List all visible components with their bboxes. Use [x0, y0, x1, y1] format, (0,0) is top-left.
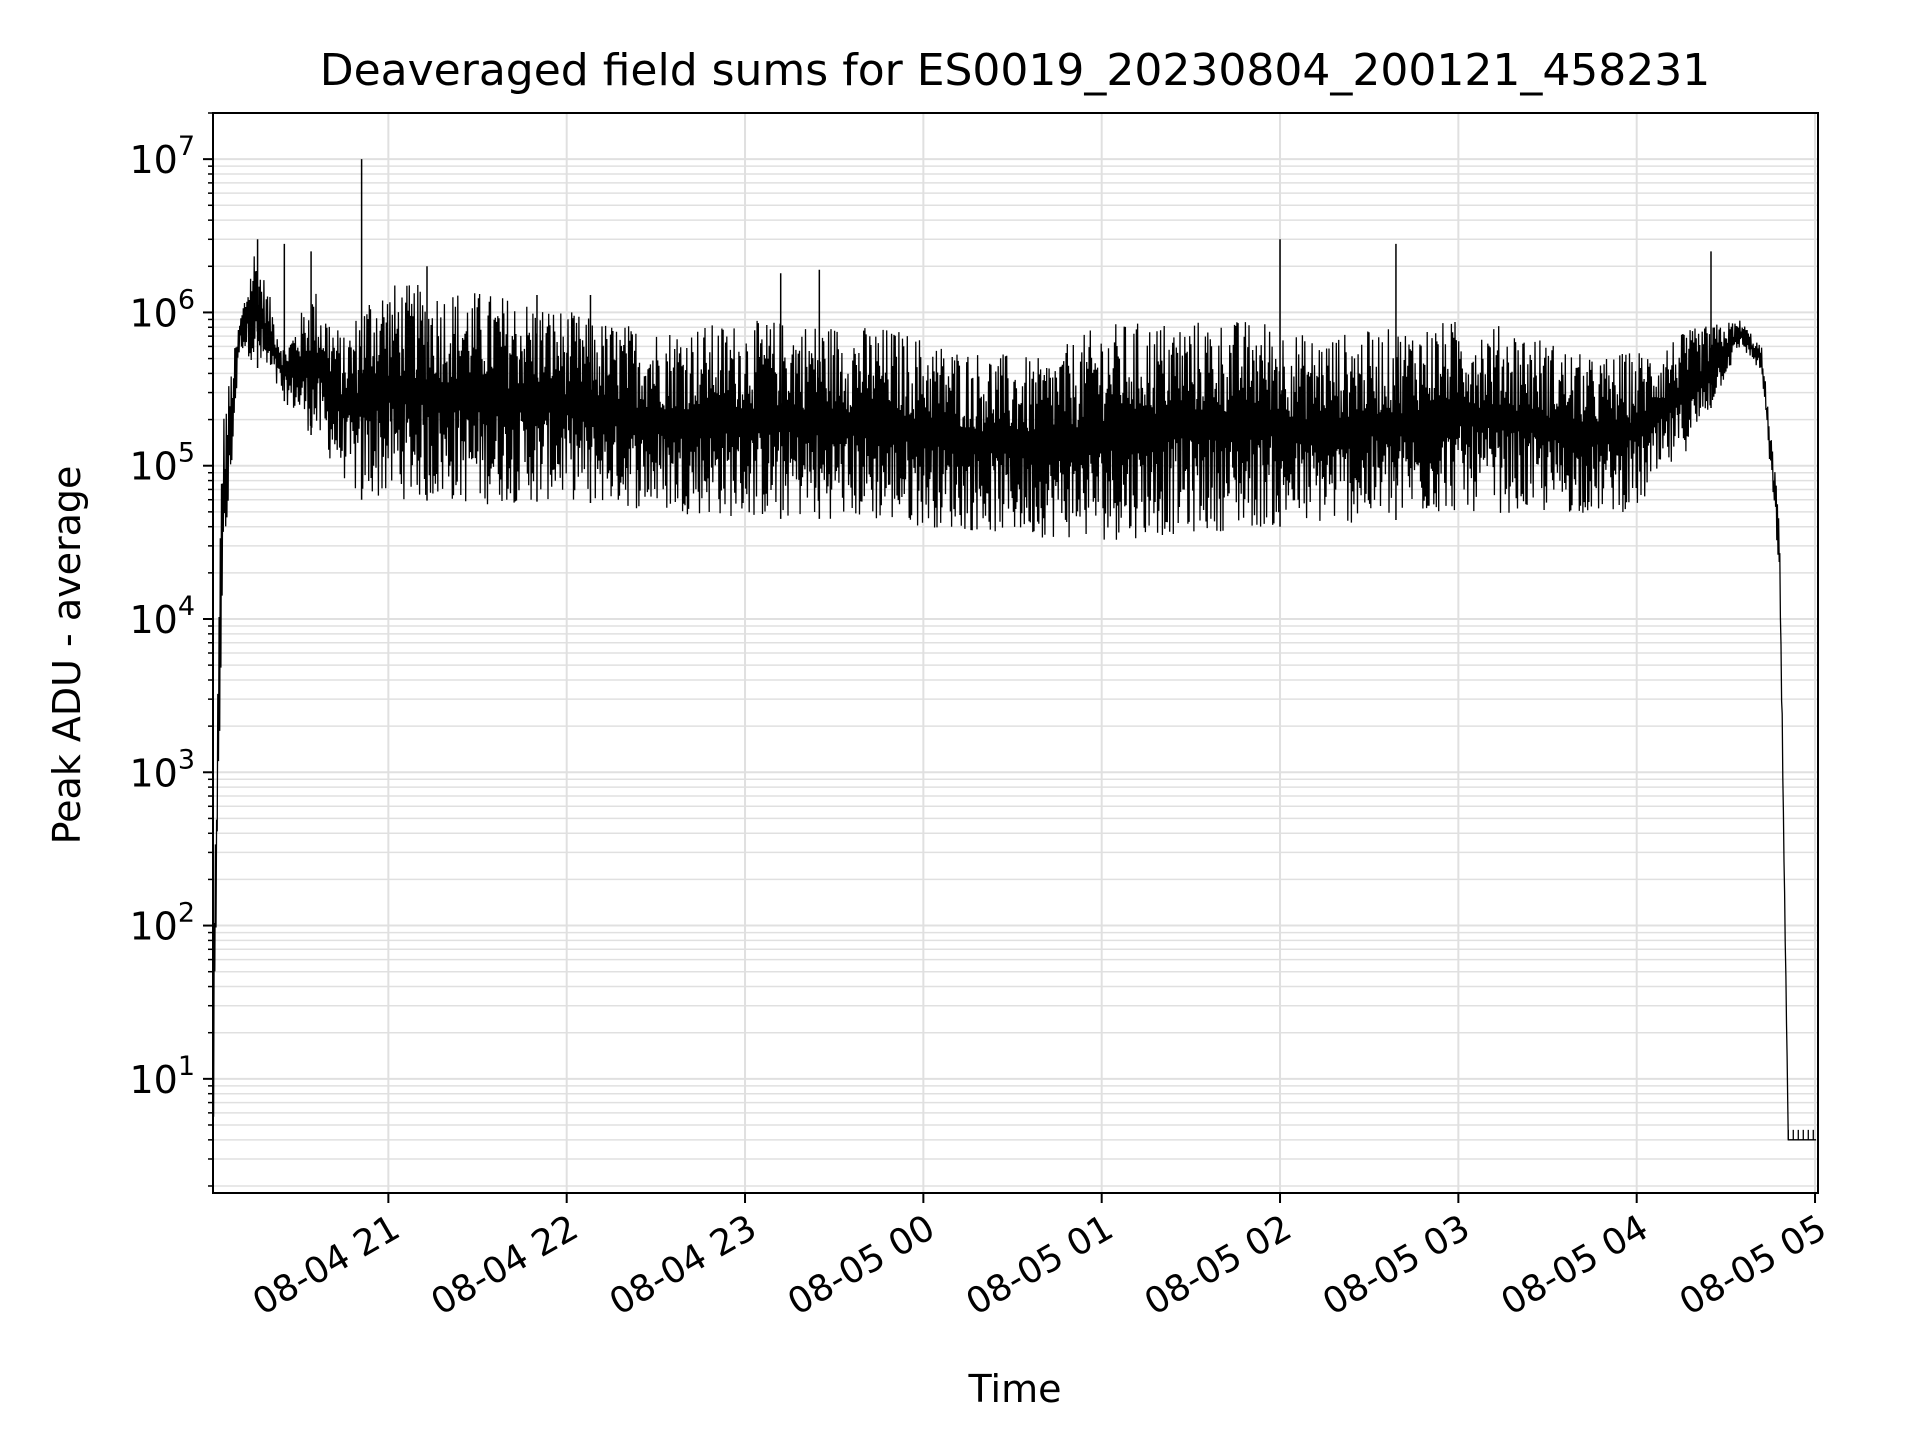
chart-title: Deaveraged field sums for ES0019_2023080…	[320, 45, 1711, 96]
y-axis: 101 102 103 104 105 106 107	[129, 112, 213, 1187]
y-tick-label: 101	[129, 1051, 195, 1102]
y-tick-label: 104	[129, 591, 195, 642]
y-tick-label: 103	[129, 744, 195, 795]
x-axis-label: Time	[968, 1367, 1062, 1411]
x-tick-label: 08-04 23	[603, 1207, 764, 1323]
x-tick-label: 08-05 05	[1673, 1207, 1834, 1323]
x-tick-label: 08-05 04	[1495, 1207, 1656, 1323]
y-axis-label: Peak ADU - average	[45, 466, 89, 845]
series-line	[212, 256, 1816, 1141]
x-tick-label: 08-05 00	[781, 1207, 942, 1323]
series-layer	[212, 159, 1816, 1193]
grid-layer	[213, 112, 1818, 1193]
x-tick-label: 08-05 03	[1316, 1207, 1477, 1323]
y-tick-label: 102	[129, 898, 195, 949]
x-axis: 08-04 21 08-04 22 08-04 23 08-05 00 08-05 01…	[246, 1193, 1834, 1324]
y-tick-label: 106	[129, 284, 195, 335]
x-tick-label: 08-05 02	[1138, 1207, 1299, 1323]
x-tick-label: 08-05 01	[960, 1207, 1121, 1323]
y-tick-label: 107	[129, 131, 195, 182]
x-tick-label: 08-04 22	[425, 1207, 586, 1323]
y-tick-label: 105	[129, 438, 195, 489]
x-tick-label: 08-04 21	[246, 1207, 407, 1323]
